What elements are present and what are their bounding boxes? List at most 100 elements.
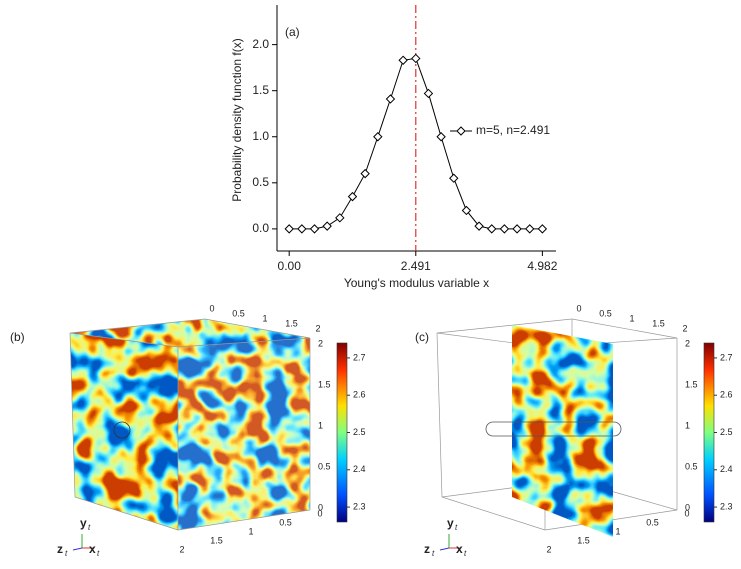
colorbar-tick-label: 2.4: [353, 464, 366, 474]
panel-label: (b): [10, 330, 25, 344]
cube-tick-label: 0: [317, 508, 322, 518]
colorbar-tick-label: 2.5: [720, 427, 733, 437]
cube-edge: [436, 318, 573, 334]
cube-edge: [69, 332, 76, 498]
cube-tick-label: 1.5: [318, 379, 331, 389]
colorbar-tick-label: 2.3: [353, 501, 366, 511]
cube-tick-label: 2: [315, 323, 320, 333]
marker: [322, 221, 332, 231]
colorbar-tick-label: 2.5: [353, 427, 366, 437]
cube-tick-label: 0.5: [318, 461, 331, 471]
x-tick-label: 2.491: [401, 259, 431, 273]
slice: [512, 325, 613, 537]
marker: [335, 213, 345, 223]
y-axis-label: Probability density function f(x): [230, 38, 244, 201]
y-tick-label: 2.0: [252, 37, 269, 51]
cube-tick-label: 1.5: [685, 379, 698, 389]
marker: [284, 224, 294, 234]
cube-edge: [441, 496, 546, 531]
triad-subscript: t: [464, 549, 467, 558]
cube-tick-label: 1.5: [577, 535, 590, 545]
triad-subscript: t: [455, 523, 458, 532]
marker: [373, 132, 383, 142]
colorbar-tick-label: 2.6: [353, 390, 366, 400]
marker: [487, 224, 497, 234]
panel-label: (a): [285, 25, 300, 39]
cube-tick-label: 1: [685, 420, 690, 430]
marker: [423, 88, 434, 99]
cube-tick-label: 1.5: [652, 318, 665, 328]
triad-label: z: [424, 542, 430, 556]
triad-subscript: t: [97, 549, 100, 558]
triad-subscript: t: [432, 549, 435, 558]
triad-z: [72, 547, 83, 551]
marker: [436, 132, 446, 142]
cube-face: [70, 333, 178, 530]
x-tick-label: 0.00: [278, 259, 302, 273]
y-tick-label: 1.0: [252, 129, 269, 143]
cube-tick-label: 1: [318, 420, 323, 430]
marker: [512, 224, 522, 234]
cube-tick-label: 0.5: [599, 308, 612, 318]
panel-label: (c): [415, 330, 429, 344]
cube-tick-label: 0.5: [232, 308, 245, 318]
cube-edge: [177, 509, 311, 531]
cube-face: [178, 338, 310, 530]
marker: [537, 224, 548, 234]
triad-subscript: t: [65, 549, 68, 558]
triad-subscript: t: [88, 523, 91, 532]
cube-tick-label: 1: [248, 526, 253, 536]
cube-edge: [69, 332, 179, 348]
cube-tick-label: 1: [262, 313, 267, 323]
cube-tick-label: 2: [685, 338, 690, 348]
triad-z: [439, 547, 450, 551]
marker: [499, 224, 510, 234]
colorbar-tick-label: 2.3: [720, 501, 733, 511]
marker: [347, 191, 358, 202]
cube-tick-label: 0: [576, 303, 581, 313]
texture: [70, 333, 178, 530]
cube-panel: (b)0000.50.50.51111.51.51.52222.32.42.52…: [10, 303, 366, 558]
marker: [297, 224, 307, 234]
triad-label: x: [456, 542, 463, 556]
cube-panel: (c)0000.50.50.51111.51.51.52222.32.42.52…: [415, 303, 733, 558]
texture: [178, 338, 310, 530]
triad-label: z: [57, 542, 63, 556]
cube-tick-label: 2: [546, 544, 551, 554]
cube-tick-label: 0: [318, 502, 323, 512]
marker: [360, 168, 370, 179]
colorbar-tick-label: 2.6: [720, 390, 733, 400]
cube-tick-label: 0: [209, 303, 214, 313]
triad-label: x: [89, 542, 96, 556]
colorbar-tick-label: 2.4: [720, 464, 733, 474]
cube-tick-label: 2: [682, 323, 687, 333]
texture: [512, 325, 613, 537]
triad-label: y: [80, 516, 87, 530]
colorbar-tick-label: 2.7: [720, 352, 733, 362]
cube-edge: [436, 332, 443, 498]
cube-tick-label: 0.5: [646, 517, 659, 527]
legend-marker: [456, 126, 466, 136]
cylinder: [485, 421, 622, 437]
cube-tick-label: 0.5: [685, 461, 698, 471]
marker: [525, 224, 535, 234]
x-axis-label: Young's modulus variable x: [344, 276, 489, 290]
marker: [398, 55, 408, 65]
cube-tick-label: 1: [615, 526, 620, 536]
y-tick-label: 0.5: [252, 175, 269, 189]
cube-edge: [571, 318, 678, 339]
triad-label: y: [447, 516, 454, 530]
cube-tick-label: 1: [629, 313, 634, 323]
cube-tick-label: 2: [318, 338, 323, 348]
cube-edge: [204, 318, 311, 339]
cube-edge: [177, 337, 311, 348]
layer: 0.0 0.5 1.0 1.5 2.0 0.00 2.491 4.982 Young's mod…: [10, 5, 733, 558]
cube-tick-label: 0.5: [279, 517, 292, 527]
marker: [411, 53, 421, 64]
marker: [385, 94, 396, 104]
hole: [113, 421, 131, 439]
x-tick-label: 4.982: [527, 259, 557, 273]
marker: [449, 173, 459, 183]
cube-tick-label: 1.5: [285, 318, 298, 328]
